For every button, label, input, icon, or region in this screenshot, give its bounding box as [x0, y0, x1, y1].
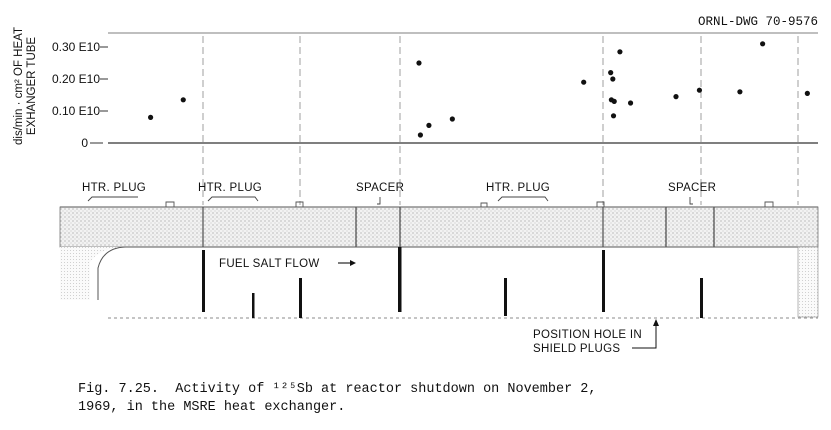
- y-tick-0: 0: [81, 136, 103, 150]
- pointer-head: [653, 319, 659, 326]
- y-tick-label: 0.20 E10: [52, 72, 100, 86]
- band-dividers: [202, 207, 715, 247]
- y-tick-3: 0.30 E10: [52, 40, 108, 54]
- y-tick-label: 0.10 E10: [52, 104, 100, 118]
- position-hole-bar: [202, 250, 205, 312]
- spacer-label-2: SPACER: [668, 182, 716, 194]
- position-hole-bar: [504, 278, 507, 316]
- data-point: [627, 100, 634, 106]
- position-hole-bar: [602, 250, 605, 312]
- data-point: [416, 60, 422, 66]
- y-tick-label: 0.30 E10: [52, 40, 100, 54]
- data-point: [608, 70, 614, 76]
- position-hole-bar: [299, 278, 302, 318]
- data-point: [581, 79, 587, 85]
- position-hole-bar: [700, 278, 703, 318]
- shell-tab: [480, 202, 488, 207]
- spacer-label-1: SPACER: [356, 182, 404, 194]
- guide-lines: [202, 36, 799, 205]
- data-point: [696, 87, 703, 93]
- y-tick-1: 0.10 E10: [52, 104, 108, 118]
- data-point: [426, 122, 432, 128]
- shell-curve: [97, 246, 126, 300]
- bracket-spacer-2: [689, 197, 693, 205]
- data-points: [148, 41, 810, 138]
- figure: ORNL-DWG 70-9576 dis/min · cm² OF HEAT E…: [13, 15, 819, 355]
- position-hole-bars: [202, 247, 703, 318]
- label-brackets: [87, 196, 693, 205]
- shell-tab: [596, 201, 605, 207]
- fuel-salt-flow-label: FUEL SALT FLOW: [219, 258, 319, 270]
- shell-band: [59, 206, 819, 248]
- htr-plug-label-2: HTR. PLUG: [198, 182, 262, 194]
- htr-plug-label-3: HTR. PLUG: [486, 182, 550, 194]
- data-point: [449, 116, 455, 122]
- drawing-number: ORNL-DWG 70-9576: [698, 15, 818, 29]
- y-axis-label-line2: EXHANGER TUBE: [26, 37, 38, 136]
- data-point: [673, 94, 679, 100]
- position-hole-label-line1: POSITION HOLE IN: [533, 329, 642, 341]
- data-point: [148, 114, 154, 120]
- y-axis-label-line1: dis/min · cm² OF HEAT: [13, 27, 25, 145]
- shell-tabs: [165, 201, 774, 207]
- position-hole-bar: [398, 247, 402, 312]
- y-tick-label: 0: [81, 136, 88, 150]
- shell-tab: [295, 201, 304, 207]
- shell-tab: [165, 201, 175, 207]
- bracket-htr-plug-2: [207, 196, 259, 202]
- figure-caption: Fig. 7.25. Activity of ¹²⁵Sb at reactor …: [78, 382, 597, 415]
- flow-arrow-head: [350, 260, 356, 266]
- data-point: [617, 49, 623, 55]
- y-tick-2: 0.20 E10: [52, 72, 108, 86]
- data-point: [610, 113, 617, 119]
- bracket-htr-plug-1: [87, 196, 138, 202]
- data-point: [760, 41, 766, 47]
- shell-elbow: [60, 247, 125, 300]
- bracket-spacer-1: [377, 197, 381, 205]
- bracket-htr-plug-3: [497, 196, 549, 202]
- pointer-line: [632, 324, 657, 349]
- shell-end: [797, 246, 819, 318]
- data-point: [737, 89, 743, 95]
- position-hole-bar: [252, 293, 255, 318]
- flow-arrow: [338, 260, 356, 266]
- position-hole-label-line2: SHIELD PLUGS: [533, 343, 620, 355]
- data-point: [804, 90, 810, 96]
- data-point: [417, 132, 423, 138]
- htr-plug-label-1: HTR. PLUG: [82, 182, 146, 194]
- y-axis-ticks: 0 0.10 E10 0.20 E10 0.30 E10: [52, 40, 108, 150]
- data-point: [180, 97, 186, 103]
- shell-tab: [764, 201, 774, 207]
- data-point: [611, 98, 617, 104]
- data-point: [610, 76, 616, 82]
- heat-exchanger-shell: [59, 201, 819, 319]
- position-hole-pointer: [632, 319, 659, 349]
